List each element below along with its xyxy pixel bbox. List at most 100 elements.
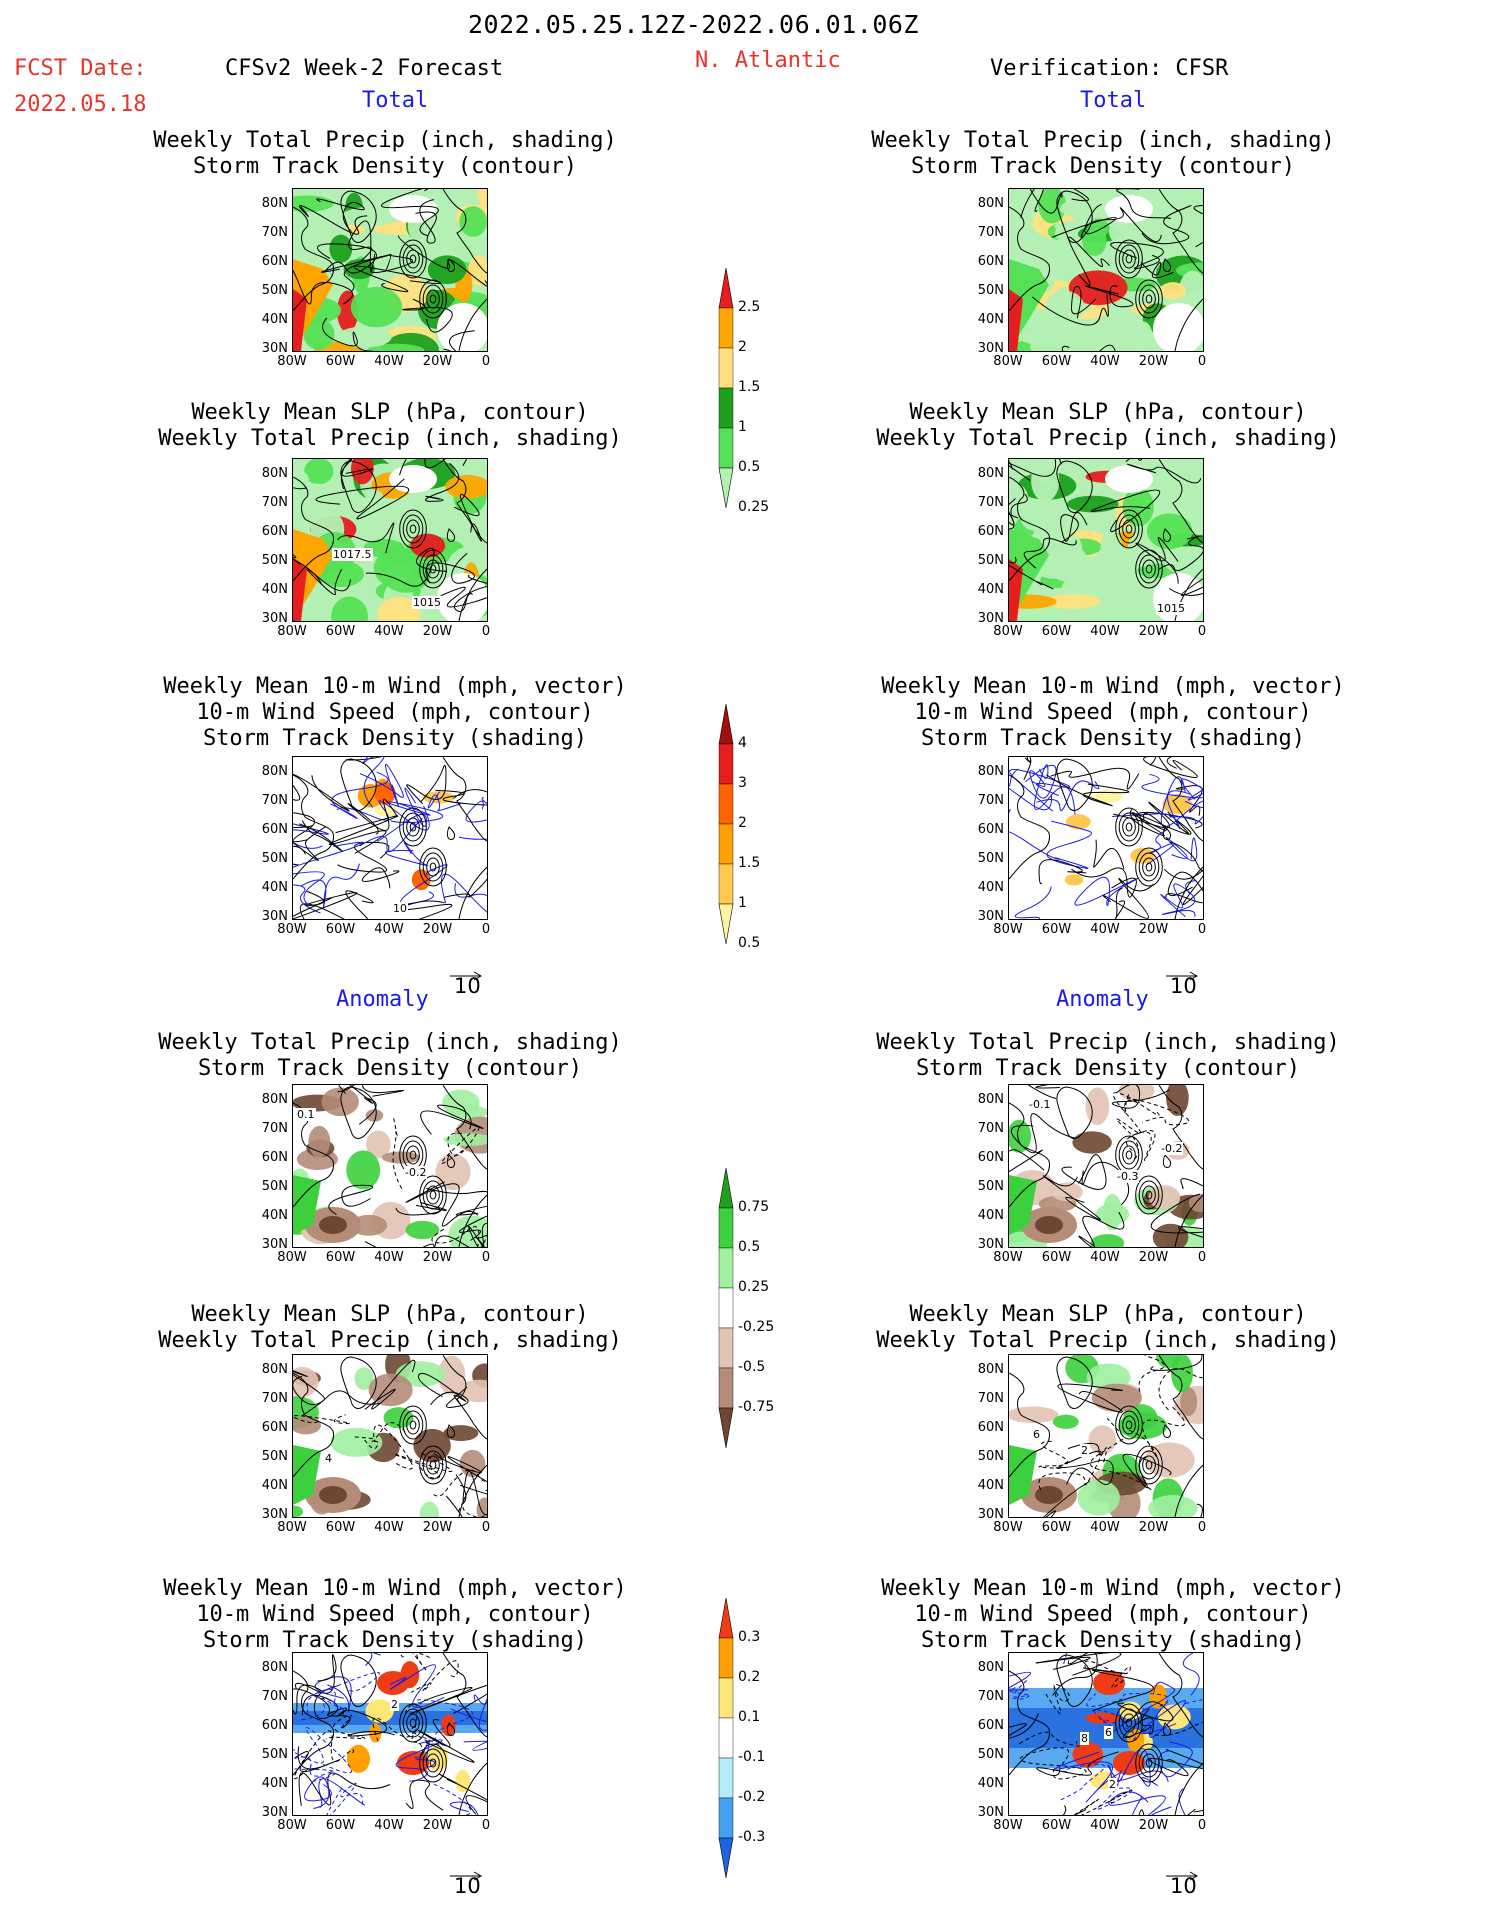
contour-label: 2: [390, 1698, 399, 1711]
lon-tick-label: 60W: [325, 1818, 356, 1833]
lon-tick-label: 80W: [277, 1818, 307, 1833]
lat-tick-label: 70N: [261, 1689, 288, 1704]
lat-tick-label: 70N: [261, 793, 288, 808]
lat-tick-label: 80N: [977, 1362, 1004, 1377]
vector-reference-label: 10: [454, 974, 481, 998]
contour-label: 1015: [1156, 602, 1186, 615]
lat-tick-label: 60N: [261, 254, 288, 269]
panel-title-fc-wind: Weekly Mean 10-m Wind (mph, vector) 10-m …: [163, 674, 627, 751]
contour-label: 8: [1080, 1732, 1089, 1745]
colorbar-label: 0.3: [738, 1629, 761, 1645]
lat-tick-label: 50N: [261, 1449, 288, 1464]
lon-tick-label: 20W: [422, 922, 453, 937]
lat-tick-label: 70N: [977, 1689, 1004, 1704]
lat-tick-label: 80N: [977, 466, 1004, 481]
contour-label: 6: [1032, 1428, 1041, 1441]
lat-tick-label: 70N: [261, 1391, 288, 1406]
lon-tick-label: 0: [1197, 1250, 1207, 1265]
lat-tick-label: 70N: [977, 495, 1004, 510]
colorbar-label: -0.75: [738, 1399, 775, 1415]
lat-tick-label: 50N: [977, 851, 1004, 866]
lat-tick-label: 60N: [977, 1718, 1004, 1733]
lat-tick-label: 40N: [977, 1478, 1004, 1493]
colorbar-label: 0.1: [738, 1709, 761, 1725]
lat-tick-label: 50N: [977, 1747, 1004, 1762]
colorbar-label: -0.5: [738, 1359, 766, 1375]
lat-tick-label: 50N: [261, 553, 288, 568]
lat-tick-label: 50N: [261, 851, 288, 866]
lat-tick-label: 80N: [261, 764, 288, 779]
lat-tick-label: 80N: [261, 1362, 288, 1377]
lat-tick-label: 30N: [977, 341, 1004, 356]
panel-title-fc-anom-precip: Weekly Total Precip (inch, shading) Storm…: [158, 1030, 622, 1081]
lon-tick-label: 0: [1197, 624, 1207, 639]
lat-tick-label: 60N: [261, 524, 288, 539]
lat-tick-label: 60N: [977, 1420, 1004, 1435]
lat-tick-label: 40N: [261, 880, 288, 895]
map-fc-wind-track: [292, 756, 488, 920]
lon-tick-label: 80W: [993, 1818, 1023, 1833]
lat-tick-label: 30N: [977, 1507, 1004, 1522]
vector-reference-label: 10: [1170, 1874, 1197, 1898]
colorbar-label: -0.2: [738, 1789, 766, 1805]
lat-tick-label: 30N: [261, 1237, 288, 1252]
panel-title-fc-slp: Weekly Mean SLP (hPa, contour) Weekly Tot…: [158, 400, 622, 451]
colorbar-label: 0.75: [738, 1199, 770, 1215]
vector-reference-label: 10: [454, 1874, 481, 1898]
vector-reference-arrow: [1166, 1866, 1200, 1885]
contour-label: -0.2: [1160, 1142, 1184, 1155]
lon-tick-label: 20W: [1138, 1818, 1169, 1833]
panel-title-ob-precip: Weekly Total Precip (inch, shading) Storm…: [871, 128, 1335, 179]
lat-tick-label: 40N: [261, 312, 288, 327]
lon-tick-label: 40W: [374, 922, 404, 937]
lat-tick-label: 70N: [261, 225, 288, 240]
colorbar-label: 0.2: [738, 1669, 761, 1685]
region-title: N. Atlantic: [695, 48, 841, 73]
lat-tick-label: 50N: [261, 283, 288, 298]
lat-tick-label: 40N: [977, 1208, 1004, 1223]
lon-tick-label: 40W: [1090, 922, 1120, 937]
lat-tick-label: 40N: [261, 1478, 288, 1493]
lon-tick-label: 80W: [277, 922, 307, 937]
lon-tick-label: 40W: [1090, 1818, 1120, 1833]
lon-tick-label: 0: [481, 1520, 491, 1535]
contour-label: 10: [392, 902, 408, 915]
panel-title-fc-anom-wind: Weekly Mean 10-m Wind (mph, vector) 10-m …: [163, 1576, 627, 1653]
lat-tick-label: 30N: [977, 1237, 1004, 1252]
contour-label: 6: [1104, 1726, 1113, 1739]
lat-tick-label: 60N: [261, 1718, 288, 1733]
map-ob-wind-track: [1008, 756, 1204, 920]
lat-tick-label: 80N: [977, 196, 1004, 211]
lon-tick-label: 60W: [325, 1250, 356, 1265]
colorbar-precip-total: [718, 267, 734, 562]
lat-tick-label: 80N: [261, 1092, 288, 1107]
lon-tick-label: 0: [1197, 1818, 1207, 1833]
lon-tick-label: 60W: [1041, 354, 1072, 369]
colorbar-label: 0.5: [738, 935, 761, 951]
lat-tick-label: 60N: [261, 1150, 288, 1165]
panel-title-fc-precip: Weekly Total Precip (inch, shading) Storm…: [153, 128, 617, 179]
lon-tick-label: 80W: [993, 354, 1023, 369]
lon-tick-label: 20W: [422, 624, 453, 639]
colorbar-label: 2: [738, 815, 747, 831]
lat-tick-label: 40N: [261, 1776, 288, 1791]
lat-tick-label: 80N: [977, 764, 1004, 779]
lon-tick-label: 80W: [277, 1520, 307, 1535]
lon-tick-label: 80W: [993, 1250, 1023, 1265]
vector-reference-arrow: [450, 966, 484, 985]
vector-reference-arrow: [1166, 966, 1200, 985]
colorbar-label: 1.5: [738, 379, 761, 395]
lat-tick-label: 60N: [977, 524, 1004, 539]
contour-label: -0.3: [1116, 1170, 1140, 1183]
lon-tick-label: 20W: [422, 1818, 453, 1833]
vector-reference-arrow: [450, 1866, 484, 1885]
lon-tick-label: 20W: [1138, 922, 1169, 937]
lat-tick-label: 80N: [977, 1092, 1004, 1107]
colorbar-label: -0.3: [738, 1829, 766, 1845]
contour-label: -0.2: [404, 1166, 428, 1179]
lat-tick-label: 70N: [977, 1391, 1004, 1406]
lon-tick-label: 60W: [1041, 1520, 1072, 1535]
contour-label: 1017.5: [332, 548, 373, 561]
colorbar-precip-anom: [718, 1167, 734, 1502]
colorbar-label: 1: [738, 895, 747, 911]
